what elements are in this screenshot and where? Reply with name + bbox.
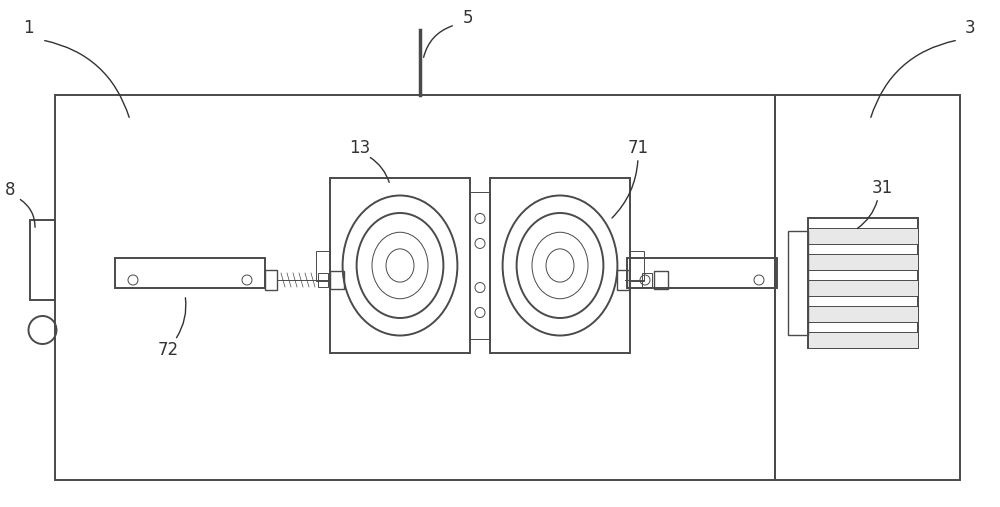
Text: 1: 1 bbox=[23, 19, 33, 37]
Bar bbox=[318, 273, 328, 287]
Bar bbox=[470, 192, 490, 339]
Text: 13: 13 bbox=[349, 139, 371, 157]
Bar bbox=[808, 229, 918, 243]
Bar bbox=[627, 258, 777, 288]
Bar bbox=[490, 178, 630, 353]
Text: 71: 71 bbox=[627, 139, 649, 157]
Bar bbox=[654, 271, 668, 289]
Bar bbox=[788, 231, 808, 335]
Bar bbox=[808, 280, 918, 296]
Bar bbox=[808, 255, 918, 270]
Bar bbox=[115, 258, 265, 288]
Bar bbox=[265, 270, 277, 290]
Bar bbox=[316, 250, 330, 280]
Text: 72: 72 bbox=[157, 341, 179, 359]
Bar bbox=[617, 270, 629, 290]
Bar bbox=[330, 178, 470, 353]
Bar bbox=[55, 95, 775, 480]
Text: 8: 8 bbox=[5, 181, 15, 199]
Bar bbox=[808, 218, 918, 348]
Bar bbox=[808, 306, 918, 321]
Bar bbox=[630, 250, 644, 280]
Bar bbox=[30, 220, 55, 300]
Bar bbox=[775, 95, 960, 480]
Bar bbox=[642, 273, 652, 287]
Bar bbox=[808, 333, 918, 348]
Text: 3: 3 bbox=[965, 19, 975, 37]
Text: 31: 31 bbox=[871, 179, 893, 197]
Bar bbox=[330, 271, 344, 289]
Text: 5: 5 bbox=[463, 9, 473, 27]
